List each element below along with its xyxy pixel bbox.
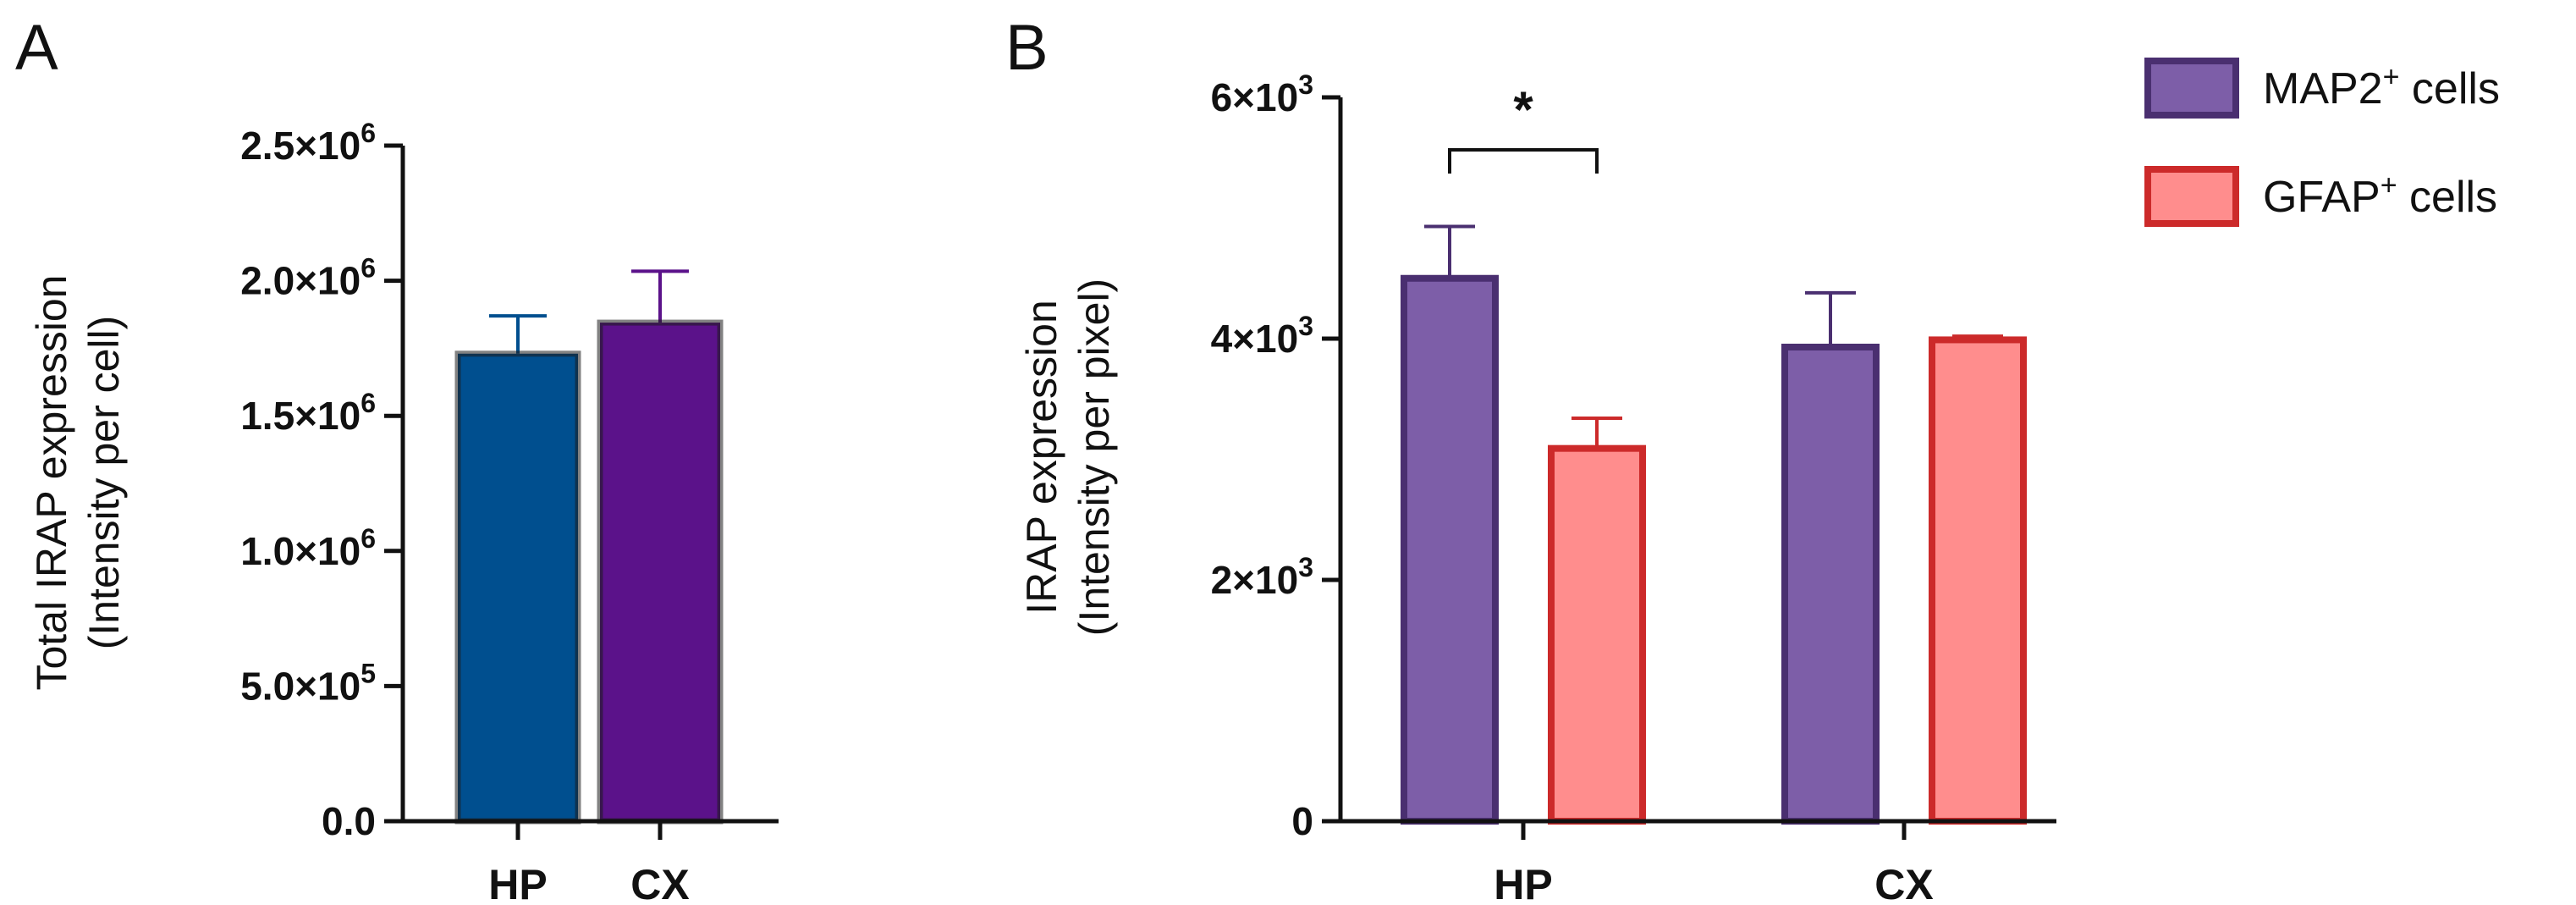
- y-tick-label-a: 1.0×106: [240, 523, 376, 573]
- significance-annotation: *: [1448, 81, 1599, 174]
- bar-a-cx: [597, 319, 724, 825]
- significance-bracket: [1448, 148, 1599, 174]
- legend-label-gfap: GFAP+ cells: [2263, 169, 2497, 222]
- panel-letter-b: B: [1005, 12, 1049, 84]
- significance-star: *: [1513, 81, 1533, 138]
- bar-b-cx-gfap: [1929, 336, 2027, 825]
- bar-b-hp-gfap: [1548, 444, 1646, 825]
- panel-letter-a: A: [15, 12, 58, 84]
- axes-a: [384, 143, 779, 840]
- bars-a: [454, 269, 724, 825]
- bar-b-cx-map2: [1781, 343, 1880, 825]
- y-tick-label-a: 5.0×105: [240, 658, 376, 708]
- legend-swatch-gfap: [2144, 166, 2239, 227]
- y-tick-label-a: 1.5×106: [240, 388, 376, 438]
- panel-a: A Total IRAP expression (Intensity per ce…: [15, 12, 779, 905]
- y-axis-title-a-text: Total IRAP expression (Intensity per cell…: [28, 275, 128, 691]
- bars-b: [1401, 224, 2027, 825]
- bar-b-hp-map2: [1401, 274, 1499, 825]
- y-ticks-a: 0.0 5.0×105 1.0×106 1.5×106 2.0×106 2.5×106: [240, 118, 376, 843]
- y-tick-label-b: 2×103: [1211, 552, 1313, 602]
- legend-swatch-map2: [2144, 58, 2239, 119]
- panel-b: B IRAP expression (Intensity per pixel) 0…: [1005, 12, 2500, 905]
- y-axis-title-b-text: IRAP expression (Intensity per pixel): [1018, 279, 1118, 636]
- y-tick-label-a: 2.5×106: [240, 118, 376, 168]
- x-label-b-hp: HP: [1494, 861, 1552, 905]
- y-axis-title-a: Total IRAP expression (Intensity per cell…: [28, 275, 128, 691]
- legend-label-map2: MAP2+ cells: [2263, 61, 2500, 113]
- y-tick-label-b: 4×103: [1211, 311, 1313, 361]
- legend: MAP2+ cells GFAP+ cells: [2144, 58, 2500, 227]
- x-labels-b: HP CX: [1494, 861, 1933, 905]
- y-tick-label-b: 0: [1291, 799, 1313, 843]
- x-label-a-cx: CX: [630, 861, 689, 905]
- x-label-b-cx: CX: [1874, 861, 1933, 905]
- y-tick-label-b: 6×103: [1211, 69, 1313, 119]
- y-tick-label-a: 0.0: [322, 799, 376, 843]
- y-ticks-b: 0 2×103 4×103 6×103: [1211, 69, 1313, 843]
- y-tick-label-a: 2.0×106: [240, 253, 376, 303]
- x-labels-a: HP CX: [488, 861, 689, 905]
- x-label-a-hp: HP: [488, 861, 547, 905]
- bar-a-hp: [454, 350, 581, 825]
- y-axis-title-b: IRAP expression (Intensity per pixel): [1018, 279, 1118, 636]
- axes-b: [1322, 95, 2056, 840]
